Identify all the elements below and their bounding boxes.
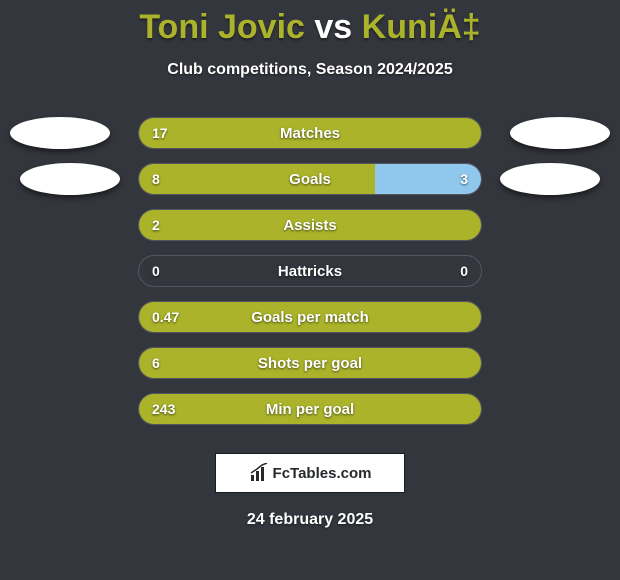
bar-left-fill xyxy=(139,164,375,194)
fctables-logo: FcTables.com xyxy=(215,453,405,493)
stats-container: Matches17 Goals8 3 Assists2 Hattricks0 0 Goals… xyxy=(0,117,620,425)
comparison-title: Toni Jovic vs KuniÄ‡ xyxy=(0,0,620,47)
stat-label: Hattricks xyxy=(139,256,481,286)
stat-bar: Shots per goal xyxy=(138,347,482,379)
player2-name: KuniÄ‡ xyxy=(362,8,481,46)
bar-left-fill xyxy=(139,302,481,332)
stat-value-left: 17 xyxy=(152,117,168,149)
logo-bars-icon xyxy=(249,463,269,483)
stat-value-right: 3 xyxy=(460,163,468,195)
report-date: 24 february 2025 xyxy=(0,511,620,529)
stat-bar: Matches xyxy=(138,117,482,149)
logo-text: FcTables.com xyxy=(273,465,372,482)
stat-value-left: 0.47 xyxy=(152,301,179,333)
stat-bar: Assists xyxy=(138,209,482,241)
bar-left-fill xyxy=(139,210,481,240)
stat-bar: Goals xyxy=(138,163,482,195)
stat-value-right: 0 xyxy=(460,255,468,287)
stat-row: Shots per goal6 xyxy=(0,347,620,379)
bar-left-fill xyxy=(139,394,481,424)
player1-avatar xyxy=(10,117,110,149)
player1-avatar xyxy=(20,163,120,195)
stat-row: Assists2 xyxy=(0,209,620,241)
stat-value-left: 8 xyxy=(152,163,160,195)
stat-bar: Hattricks xyxy=(138,255,482,287)
stat-row: Min per goal243 xyxy=(0,393,620,425)
player2-avatar xyxy=(510,117,610,149)
player2-avatar xyxy=(500,163,600,195)
stat-row: Matches17 xyxy=(0,117,620,149)
stat-row: Goals per match0.47 xyxy=(0,301,620,333)
subtitle: Club competitions, Season 2024/2025 xyxy=(0,61,620,79)
stat-value-left: 0 xyxy=(152,255,160,287)
stat-value-left: 243 xyxy=(152,393,175,425)
stat-value-left: 2 xyxy=(152,209,160,241)
vs-separator: vs xyxy=(314,8,352,46)
player1-name: Toni Jovic xyxy=(139,8,305,46)
stat-row: Goals8 3 xyxy=(0,163,620,195)
stat-row: Hattricks0 0 xyxy=(0,255,620,287)
bar-left-fill xyxy=(139,118,481,148)
stat-bar: Goals per match xyxy=(138,301,482,333)
bar-left-fill xyxy=(139,348,481,378)
stat-bar: Min per goal xyxy=(138,393,482,425)
stat-value-left: 6 xyxy=(152,347,160,379)
